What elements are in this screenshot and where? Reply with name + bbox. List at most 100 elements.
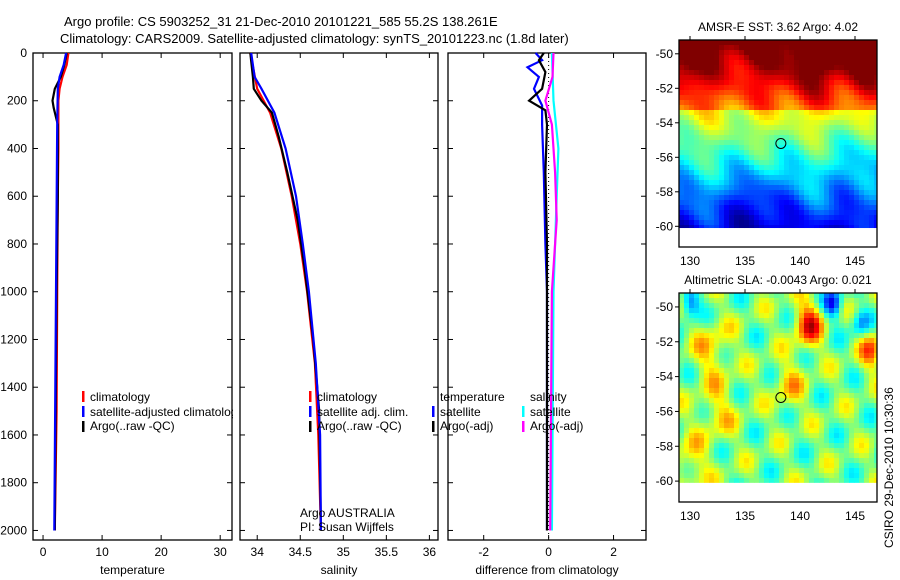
heatmap-cell — [844, 190, 850, 196]
heatmap-cell — [869, 318, 875, 324]
heatmap-cell — [724, 398, 730, 404]
heatmap-cell — [824, 368, 830, 374]
heatmap-cell — [864, 95, 870, 101]
heatmap-cell — [769, 428, 775, 434]
heatmap-cell — [709, 225, 715, 229]
heatmap-cell — [714, 353, 720, 359]
heatmap-cell — [839, 130, 845, 136]
heatmap-cell — [874, 110, 877, 116]
heatmap-cell — [699, 105, 705, 111]
heatmap-cell — [749, 225, 755, 229]
heatmap-cell — [819, 398, 825, 404]
heatmap-cell — [714, 65, 720, 71]
x-tick-label: 135 — [735, 509, 755, 523]
heatmap-cell — [774, 358, 780, 364]
heatmap-cell — [799, 303, 805, 309]
heatmap-cell — [819, 458, 825, 464]
heatmap-cell — [789, 115, 795, 121]
heatmap-cell — [874, 120, 877, 126]
heatmap-cell — [684, 70, 690, 76]
heatmap-cell — [764, 383, 770, 389]
heatmap-cell — [824, 413, 830, 419]
heatmap-cell — [709, 433, 715, 439]
heatmap-cell — [874, 200, 877, 206]
heatmap-cell — [769, 165, 775, 171]
heatmap-cell — [859, 428, 865, 434]
heatmap-cell — [704, 338, 710, 344]
heatmap-cell — [844, 110, 850, 116]
heatmap-cell — [779, 60, 785, 66]
heatmap-cell — [719, 85, 725, 91]
heatmap-cell — [729, 298, 735, 304]
heatmap-cell — [764, 388, 770, 394]
heatmap-cell — [699, 140, 705, 146]
heatmap-cell — [679, 408, 685, 414]
heatmap-cell — [874, 373, 877, 379]
heatmap-cell — [814, 205, 820, 211]
heatmap-cell — [779, 373, 785, 379]
heatmap-cell — [859, 115, 865, 121]
heatmap-cell — [819, 333, 825, 339]
heatmap-cell — [744, 225, 750, 229]
heatmap-cell — [679, 190, 685, 196]
heatmap-cell — [814, 413, 820, 419]
heatmap-cell — [849, 65, 855, 71]
heatmap-cell — [764, 393, 770, 399]
heatmap-cell — [774, 438, 780, 444]
heatmap-cell — [734, 105, 740, 111]
heatmap-cell — [824, 50, 830, 56]
heatmap-cell — [689, 50, 695, 56]
heatmap-cell — [709, 348, 715, 354]
heatmap-cell — [714, 110, 720, 116]
heatmap-cell — [819, 378, 825, 384]
heatmap-cell — [854, 293, 860, 299]
heatmap-cell — [824, 200, 830, 206]
legend-swatch-satellite — [309, 406, 312, 417]
heatmap-cell — [824, 438, 830, 444]
heatmap-cell — [724, 205, 730, 211]
heatmap-cell — [869, 120, 875, 126]
heatmap-cell — [769, 443, 775, 449]
heatmap-cell — [689, 40, 695, 46]
heatmap-cell — [789, 423, 795, 429]
heatmap-cell — [789, 180, 795, 186]
heatmap-cell — [829, 95, 835, 101]
heatmap-cell — [724, 313, 730, 319]
heatmap-cell — [774, 348, 780, 354]
heatmap-cell — [824, 205, 830, 211]
heatmap-cell — [824, 180, 830, 186]
heatmap-cell — [734, 70, 740, 76]
heatmap-cell — [679, 160, 685, 166]
heatmap-cell — [694, 373, 700, 379]
heatmap-cell — [834, 413, 840, 419]
heatmap-cell — [684, 90, 690, 96]
heatmap-cell — [684, 45, 690, 51]
heatmap-cell — [784, 363, 790, 369]
heatmap-cell — [764, 458, 770, 464]
heatmap-cell — [809, 438, 815, 444]
heatmap-cell — [834, 313, 840, 319]
heatmap-cell — [724, 453, 730, 459]
heatmap-cell — [759, 95, 765, 101]
heatmap-cell — [734, 303, 740, 309]
heatmap-cell — [764, 433, 770, 439]
heatmap-cell — [749, 298, 755, 304]
heatmap-cell — [799, 90, 805, 96]
heatmap-cell — [799, 458, 805, 464]
heatmap-cell — [794, 60, 800, 66]
heatmap-cell — [864, 398, 870, 404]
heatmap-cell — [714, 358, 720, 364]
heatmap-cell — [799, 50, 805, 56]
heatmap-cell — [849, 165, 855, 171]
heatmap-cell — [784, 215, 790, 221]
heatmap-cell — [709, 383, 715, 389]
heatmap-cell — [804, 363, 810, 369]
heatmap-cell — [829, 150, 835, 156]
heatmap-cell — [784, 155, 790, 161]
heatmap-cell — [759, 293, 765, 299]
heatmap-cell — [764, 308, 770, 314]
heatmap-cell — [689, 70, 695, 76]
heatmap-cell — [829, 170, 835, 176]
heatmap-cell — [749, 438, 755, 444]
heatmap-cell — [679, 115, 685, 121]
